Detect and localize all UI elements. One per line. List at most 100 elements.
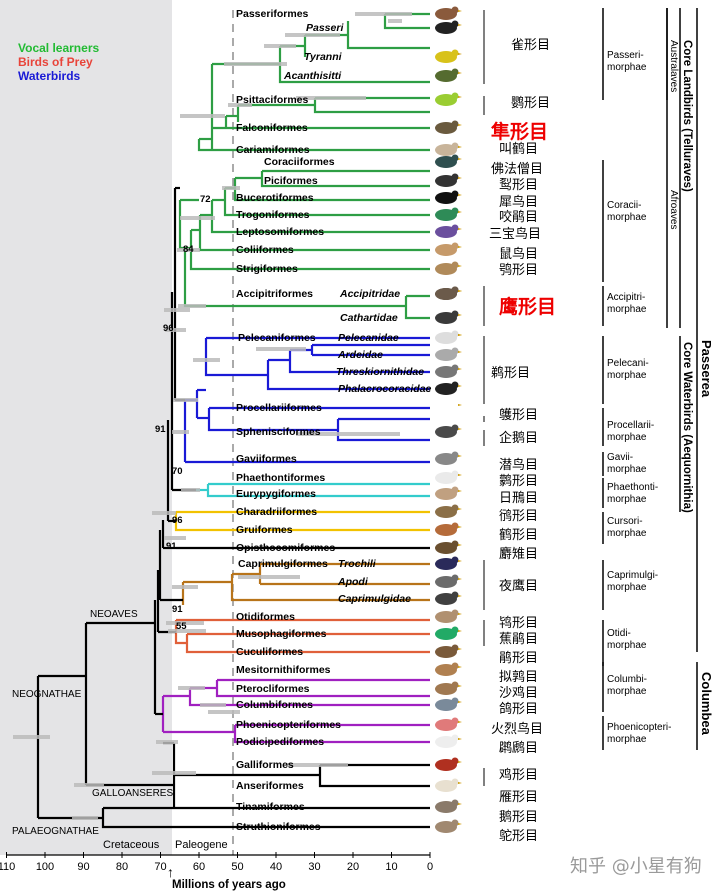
bird-icon (435, 504, 462, 518)
vertical-clades: Australaves Afroaves Core Landbirds (Tel… (666, 8, 714, 750)
morphae-label: Caprimulgi- (607, 570, 658, 581)
bird-icon (435, 591, 462, 605)
taxon-label: Caprimulgidae (338, 593, 411, 605)
chinese-label: 鸡形目 (499, 767, 538, 783)
bird-icon (435, 778, 462, 792)
chinese-label: 三宝鸟目 (489, 226, 541, 242)
bird-icon (435, 242, 462, 256)
chinese-label: 佛法僧目 (491, 162, 543, 177)
chinese-label: 鹃形目 (499, 650, 538, 666)
bird-icon (435, 626, 462, 640)
taxon-label: Pelecanidae (338, 332, 399, 344)
chinese-label: 䴙䴘目 (499, 740, 538, 756)
bird-icon (435, 451, 462, 465)
node-support: 96 (172, 515, 183, 526)
morphae-label: Phaethonti- (607, 482, 658, 493)
taxon-label: Procellariiformes (236, 402, 322, 414)
chinese-label: 隼形目 (490, 120, 548, 143)
morphae-label: morphae (607, 494, 647, 505)
morphae-brackets: Passeri-morphaeCoracii-morphaeAccipitri-… (602, 8, 671, 750)
node-support: 70 (172, 466, 183, 477)
chinese-label: 䴕形目 (499, 178, 538, 193)
kpg-arrow: ↑ (167, 864, 174, 880)
axis-tick-label: 80 (116, 861, 128, 873)
taxon-label: Caprimulgiformes (238, 558, 328, 570)
chinese-label: 沙鸡目 (499, 685, 538, 701)
bird-icon (435, 609, 462, 623)
morphae-label: morphae (607, 686, 647, 697)
chinese-label: 鹱形目 (499, 408, 538, 423)
bird-icon (435, 662, 462, 676)
bird-icon (435, 6, 462, 20)
bird-icon (435, 757, 462, 771)
bird-icon (435, 68, 462, 82)
morphae-label: morphae (607, 734, 647, 745)
chinese-label: 咬鹃目 (499, 209, 538, 225)
taxon-label: Charadriiformes (236, 506, 317, 518)
axis-tick-label: 90 (77, 861, 89, 873)
bird-icon (435, 424, 462, 438)
morphae-label: Accipitri- (607, 292, 645, 303)
morphae-label: Coracii- (607, 200, 641, 211)
morphae-label: Procellarii- (607, 420, 654, 431)
bird-icon (435, 697, 462, 711)
morphae-label: morphae (607, 62, 647, 73)
bird-icon (435, 799, 462, 813)
taxon-label: Podicipediformes (236, 736, 324, 748)
morphae-label: Otidi- (607, 628, 631, 639)
taxon-label: Trochili (338, 558, 377, 570)
morphae-label: Gavii- (607, 452, 633, 463)
clade-galloanseres: GALLOANSERES (92, 788, 173, 799)
taxon-label: Leptosomiformes (236, 226, 324, 238)
error-bars (13, 12, 412, 820)
taxon-label: Coraciiformes (264, 156, 335, 168)
taxon-label: Gaviiformes (236, 453, 297, 465)
bird-icon (435, 207, 462, 221)
taxon-label: Mesitornithiformes (236, 664, 331, 676)
taxon-label: Phalacrocoracidae (338, 383, 432, 395)
chinese-label: 火烈鸟目 (491, 721, 543, 737)
taxon-label: Opisthocomiformes (236, 542, 335, 554)
chinese-label: 雁形目 (499, 790, 538, 805)
bird-icon (435, 142, 462, 156)
morphae-label: morphae (607, 212, 647, 223)
bird-icon (435, 49, 462, 63)
taxon-label: Ardeidae (337, 349, 383, 361)
bird-icon (435, 574, 462, 588)
bird-icon (435, 20, 462, 34)
clade-passerea: Passerea (699, 340, 714, 398)
legend-birds-of-prey: Birds of Prey (18, 55, 93, 69)
taxon-label: Passeriformes (236, 8, 309, 20)
legend-vocal-learners: Vocal learners (18, 41, 99, 55)
bird-icons (435, 6, 462, 833)
chinese-label: 夜鹰目 (499, 578, 538, 594)
morphae-label: morphae (607, 304, 647, 315)
bird-icon (435, 486, 462, 500)
morphae-label: Phoenicopteri- (607, 722, 671, 733)
taxon-label: Falconiformes (236, 122, 308, 134)
chinese-label: 鹲形目 (499, 473, 538, 489)
axis-tick-label: 50 (231, 861, 243, 873)
chinese-label: 犀鸟目 (499, 194, 538, 210)
taxon-label: Musophagiformes (236, 628, 327, 640)
bird-icon (435, 190, 462, 204)
bird-icon (435, 347, 462, 361)
chinese-label: 叫鹤目 (499, 141, 538, 157)
chinese-label: 鹦形目 (511, 96, 550, 111)
chinese-label: 拟鹑目 (499, 670, 538, 685)
taxon-label: Struthioniformes (236, 821, 321, 833)
taxon-label: Tinamiformes (236, 801, 305, 813)
chinese-label: 企鹅目 (499, 430, 538, 446)
axis-tick-label: 100 (36, 861, 54, 873)
chinese-labels: 雀形目鹦形目隼形目叫鹤目佛法僧目䴕形目犀鸟目咬鹃目三宝鸟目鼠鸟目鸮形目鹰形目鹈形… (483, 10, 556, 844)
axis-tick-label: 20 (347, 861, 359, 873)
taxon-label: Accipitriformes (236, 288, 313, 300)
morphae-label: Passeri- (607, 50, 644, 61)
axis-title: Millions of years ago (172, 879, 286, 891)
clade-neognathae: NEOGNATHAE (12, 689, 82, 700)
clade-core-landbirds: Core Landbirds (Telluraves) (681, 40, 693, 192)
bird-icon (435, 224, 462, 238)
chinese-label: 鹤形目 (499, 527, 538, 543)
bird-icon (435, 819, 462, 833)
